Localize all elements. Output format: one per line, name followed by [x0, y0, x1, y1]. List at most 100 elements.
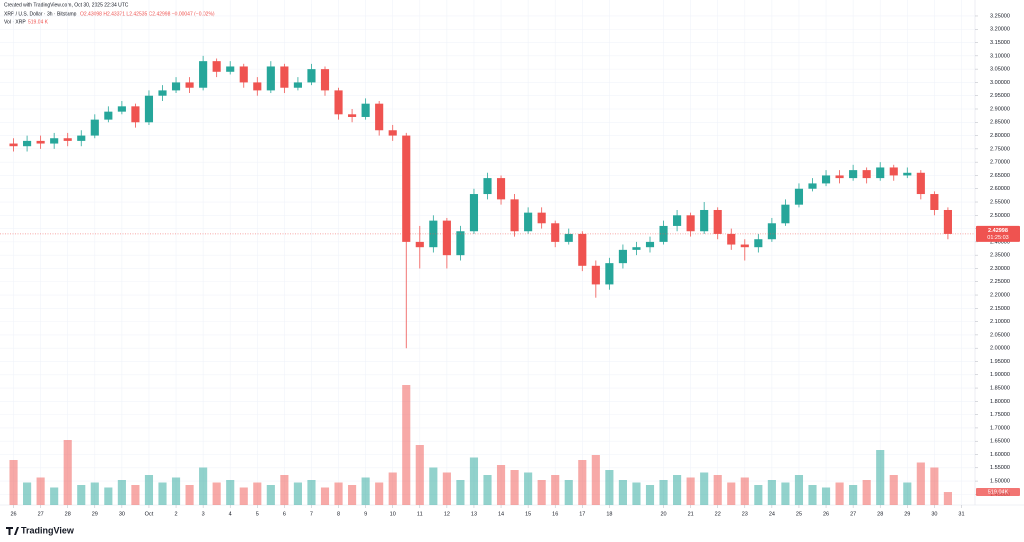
volume-bar — [713, 475, 722, 505]
volume-bar — [90, 482, 99, 505]
volume-bar — [645, 485, 655, 505]
volume-bar — [402, 385, 411, 505]
candle-body — [551, 223, 560, 242]
x-tick-label: 26 — [10, 511, 16, 517]
volume-bar — [754, 485, 763, 505]
volume-bar — [537, 480, 546, 505]
logo[interactable]: TradingView — [6, 525, 75, 535]
candle-body — [307, 69, 316, 83]
candle-body — [456, 231, 465, 256]
countdown: 01:25:03 — [987, 235, 1008, 241]
x-tick-label: 27 — [38, 511, 44, 517]
candle-body — [781, 204, 790, 224]
volume-title: Vol · XRP — [4, 19, 26, 25]
y-tick-label: 1.90000 — [990, 372, 1010, 378]
candle-body — [117, 106, 126, 112]
volume-value: 519.04 K — [28, 19, 49, 25]
candle-body — [415, 241, 424, 248]
candle-body — [199, 61, 208, 88]
volume-bar — [849, 485, 858, 505]
volume-bar — [835, 482, 844, 505]
x-tick-label: 25 — [796, 511, 802, 517]
x-tick-label: 15 — [525, 511, 531, 517]
y-tick-label: 2.85000 — [990, 120, 1010, 126]
x-tick-label: 3 — [202, 511, 205, 517]
x-tick-label: 24 — [769, 511, 775, 517]
volume-bar — [131, 485, 140, 505]
volume-bar — [348, 485, 357, 505]
volume-bar — [307, 480, 316, 505]
candle-body — [144, 95, 154, 123]
volume-bar — [117, 480, 126, 505]
candle-body — [402, 135, 411, 242]
volume-bar — [889, 475, 898, 505]
logo-text: TradingView — [21, 525, 75, 535]
volume-bar — [280, 475, 289, 505]
volume-bar — [510, 470, 519, 505]
candle-body — [889, 167, 898, 176]
volume-bar — [727, 482, 736, 505]
candle-body — [375, 103, 384, 131]
volume-bar — [591, 455, 600, 505]
x-tick-label: 28 — [877, 511, 883, 517]
y-tick-label: 2.15000 — [990, 306, 1010, 312]
candle-body — [361, 103, 370, 117]
volume-bar — [564, 480, 573, 505]
candle-body — [754, 239, 763, 248]
candle-body — [442, 220, 451, 256]
candle-body — [943, 209, 952, 234]
candle-body — [158, 90, 167, 96]
x-tick-label: 29 — [92, 511, 98, 517]
y-tick-label: 1.80000 — [990, 399, 1010, 405]
y-tick-label: 2.40000 — [990, 239, 1010, 245]
volume-bar — [320, 487, 330, 505]
x-tick-label: 29 — [904, 511, 910, 517]
volume-bar — [185, 485, 194, 505]
volume-bar — [862, 480, 871, 505]
volume-bar — [63, 440, 72, 505]
candle-body — [903, 172, 912, 176]
volume-bar — [171, 477, 181, 505]
volume-bar — [144, 475, 154, 505]
candle-body — [510, 199, 519, 232]
y-tick-label: 1.50000 — [990, 479, 1010, 485]
x-tick-label: 17 — [579, 511, 585, 517]
y-tick-label: 2.60000 — [990, 186, 1010, 192]
y-tick-label: 3.20000 — [990, 27, 1010, 33]
y-tick-label: 2.25000 — [990, 279, 1010, 285]
volume-bar — [673, 475, 682, 505]
x-tick-label: 14 — [498, 511, 504, 517]
x-tick-label: 28 — [65, 511, 71, 517]
y-tick-label: 3.25000 — [990, 13, 1010, 19]
candle-body — [348, 114, 357, 117]
x-tick-label: 21 — [688, 511, 694, 517]
candle-body — [496, 178, 506, 200]
candle-body — [537, 212, 546, 224]
y-tick-label: 2.70000 — [990, 160, 1010, 166]
volume-bar — [9, 460, 18, 505]
y-tick-label: 2.65000 — [990, 173, 1010, 179]
y-tick-label: 1.70000 — [990, 425, 1010, 431]
volume-label: 519.04K — [988, 489, 1009, 495]
y-tick-label: 2.95000 — [990, 93, 1010, 99]
y-tick-label: 2.55000 — [990, 199, 1010, 205]
last-price-box — [976, 225, 1020, 242]
volume-bars — [9, 385, 952, 505]
x-tick-label: 5 — [256, 511, 259, 517]
candle-body — [63, 138, 72, 141]
symbol-title: XRP / U.S. Dollar · 3h · Bitstamp — [4, 11, 77, 17]
volume-bar — [253, 482, 262, 505]
ohlc-values: O2.43098 H2.43371 L2.42535 C2.42998 −0.0… — [80, 11, 215, 17]
created-note: Created with TradingView.com, Oct 30, 20… — [4, 2, 129, 8]
candle-body — [916, 172, 925, 195]
volume-bar — [876, 450, 885, 505]
volume-bar — [77, 485, 86, 505]
volume-bar — [916, 462, 925, 505]
volume-bar — [36, 477, 45, 505]
x-tick-label: 12 — [444, 511, 450, 517]
candle-body — [212, 61, 221, 72]
candle-body — [90, 119, 99, 136]
